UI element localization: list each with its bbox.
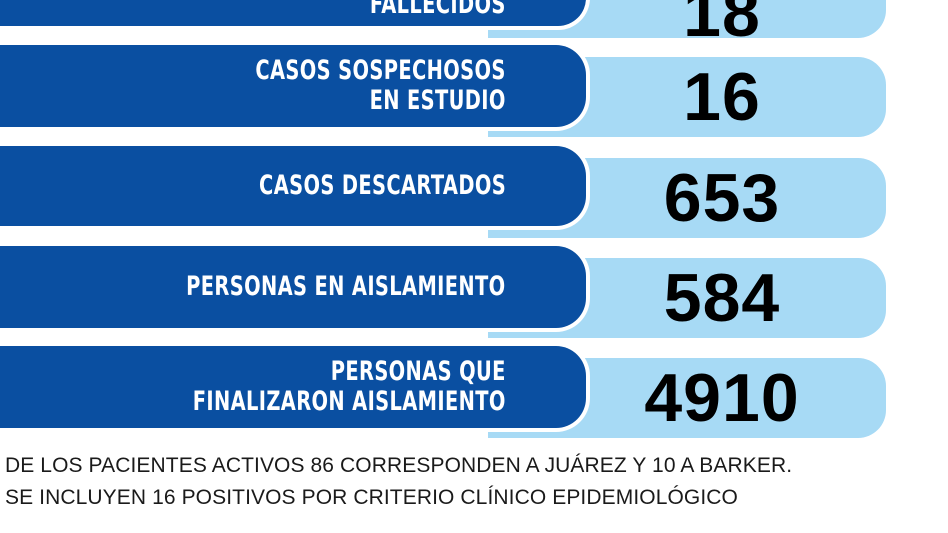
stat-value: 653 — [663, 160, 781, 236]
label-pill: CASOS DESCARTADOS — [0, 146, 586, 226]
stat-label-line: PERSONAS QUE — [330, 356, 506, 387]
stat-value: 18 — [683, 0, 761, 51]
stat-value: 4910 — [644, 360, 800, 436]
stat-label: PERSONAS QUE FINALIZARON AISLAMIENTO — [193, 357, 506, 417]
label-pill: PERSONAS QUE FINALIZARON AISLAMIENTO — [0, 346, 586, 428]
footnote-criterio-clinico: SE INCLUYEN 16 POSITIVOS POR CRITERIO CL… — [5, 486, 738, 509]
stat-value: 16 — [683, 59, 761, 135]
label-pill: CASOS SOSPECHOSOS EN ESTUDIO — [0, 45, 586, 127]
label-pill: PERSONAS EN AISLAMIENTO — [0, 246, 586, 328]
stat-row-descartados: 653 CASOS DESCARTADOS — [0, 146, 948, 241]
stat-label-line: EN ESTUDIO — [369, 85, 506, 116]
label-pill: FALLECIDOS — [0, 0, 586, 26]
stat-label: PERSONAS EN AISLAMIENTO — [186, 271, 506, 302]
stat-label-line: CASOS SOSPECHOSOS — [255, 55, 506, 86]
footnote-pacientes-activos: DE LOS PACIENTES ACTIVOS 86 CORRESPONDEN… — [5, 454, 793, 477]
stat-label-line: FINALIZARON AISLAMIENTO — [192, 386, 506, 417]
stat-label: CASOS DESCARTADOS — [258, 170, 506, 201]
stat-label: FALLECIDOS — [370, 0, 506, 20]
stat-label: CASOS SOSPECHOSOS EN ESTUDIO — [256, 56, 506, 116]
stat-row-sospechosos: 16 CASOS SOSPECHOSOS EN ESTUDIO — [0, 45, 948, 140]
stat-row-fallecidos: 18 FALLECIDOS — [0, 0, 948, 47]
stat-value: 584 — [663, 260, 781, 336]
stat-row-aislamiento: 584 PERSONAS EN AISLAMIENTO — [0, 246, 948, 341]
stat-row-finalizaron: 4910 PERSONAS QUE FINALIZARON AISLAMIENT… — [0, 346, 948, 441]
